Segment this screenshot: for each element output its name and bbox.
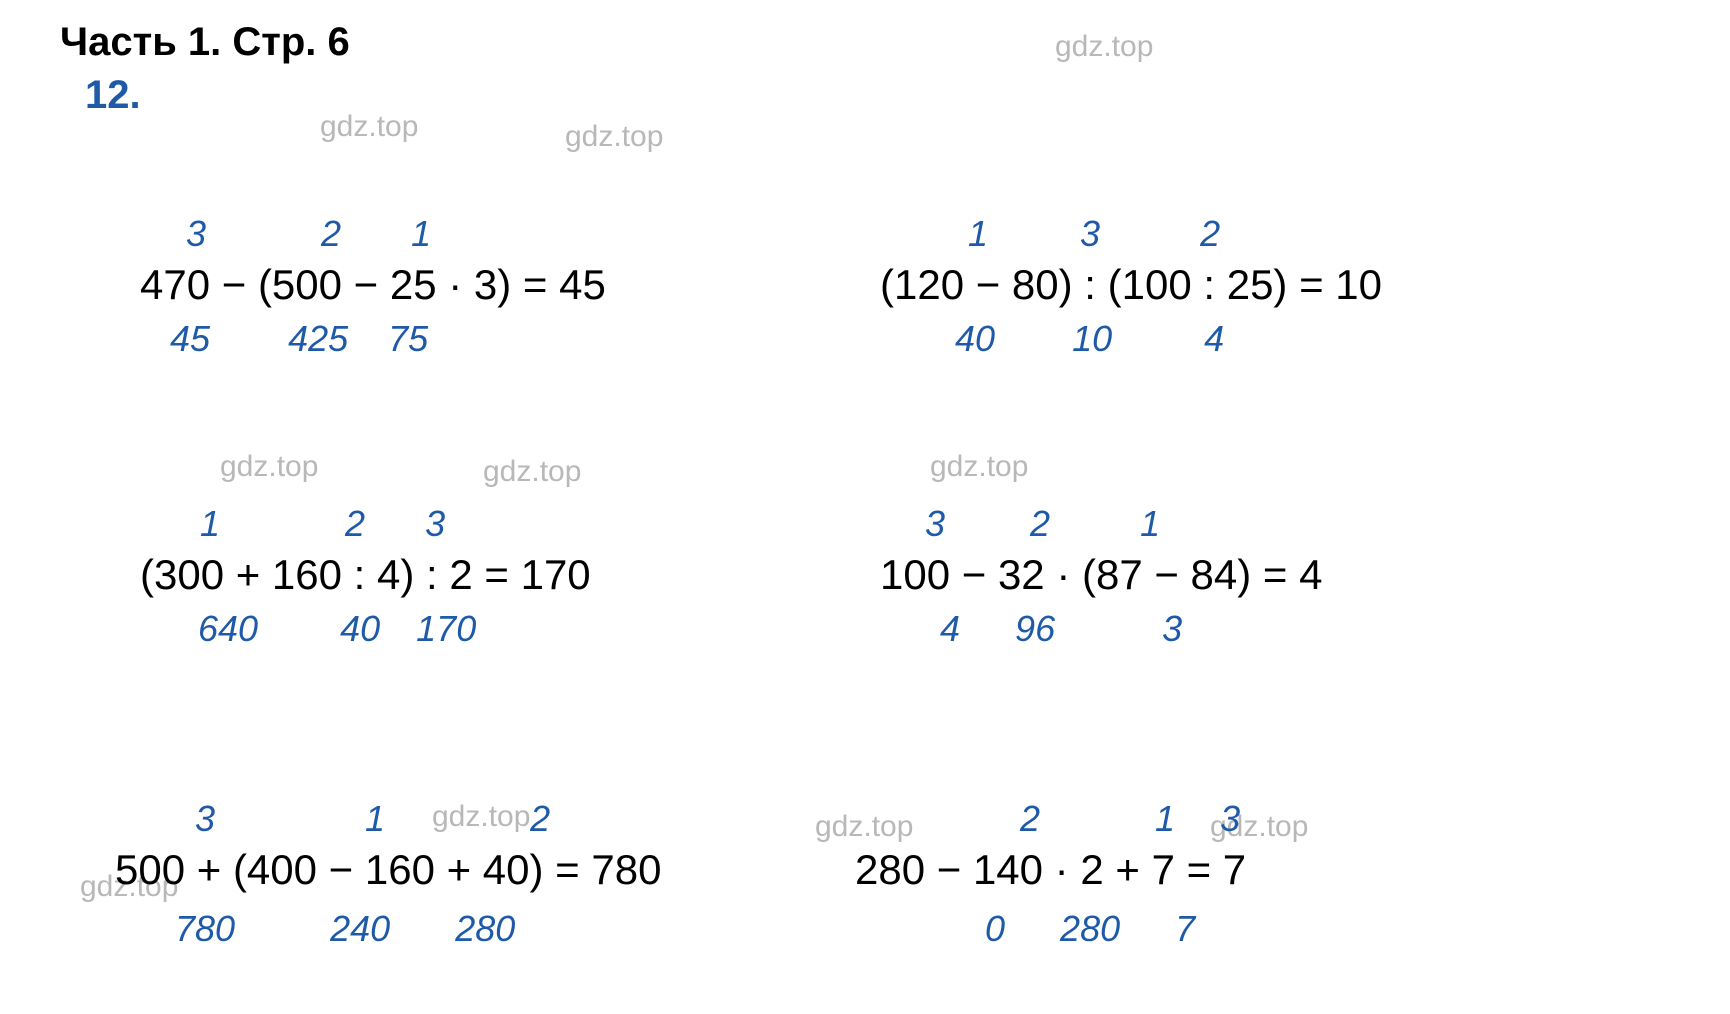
equation-6-expression: 280 − 140 · 2 + 7 = 7 bbox=[855, 846, 1246, 894]
equation-4-expression: 100 − 32 · (87 − 84) = 4 bbox=[880, 551, 1322, 599]
equation-4-steps: 3 2 1 bbox=[880, 503, 1160, 545]
equation-2-results: 40 10 4 bbox=[880, 318, 1224, 360]
equation-3-steps: 1 2 3 bbox=[140, 503, 445, 545]
equation-6-steps: 2 1 3 bbox=[855, 798, 1240, 840]
watermark: gdz.top bbox=[565, 120, 663, 154]
equation-5-results: 780 240 280 bbox=[115, 908, 515, 950]
equations-container: 3 2 1 470 − (500 − 25 · 3) = 45 45 425 7… bbox=[60, 158, 1670, 938]
equation-4-results: 4 96 3 bbox=[880, 608, 1182, 650]
equation-1-steps: 3 2 1 bbox=[140, 213, 431, 255]
equation-1-expression: 470 − (500 − 25 · 3) = 45 bbox=[140, 261, 606, 309]
equation-1-results: 45 425 75 bbox=[140, 318, 428, 360]
equation-5-expression: 500 + (400 − 160 + 40) = 780 bbox=[115, 846, 661, 894]
equation-2-expression: (120 − 80) : (100 : 25) = 10 bbox=[880, 261, 1382, 309]
page-header: Часть 1. Стр. 6 bbox=[60, 20, 1670, 65]
equation-2-steps: 1 3 2 bbox=[880, 213, 1220, 255]
watermark: gdz.top bbox=[1055, 30, 1153, 64]
equation-3-results: 640 40 170 bbox=[140, 608, 476, 650]
watermark: gdz.top bbox=[320, 110, 418, 144]
equation-6-results: 0 280 7 bbox=[855, 908, 1195, 950]
equation-3-expression: (300 + 160 : 4) : 2 = 170 bbox=[140, 551, 591, 599]
equation-5-steps: 3 1 2 bbox=[115, 798, 550, 840]
